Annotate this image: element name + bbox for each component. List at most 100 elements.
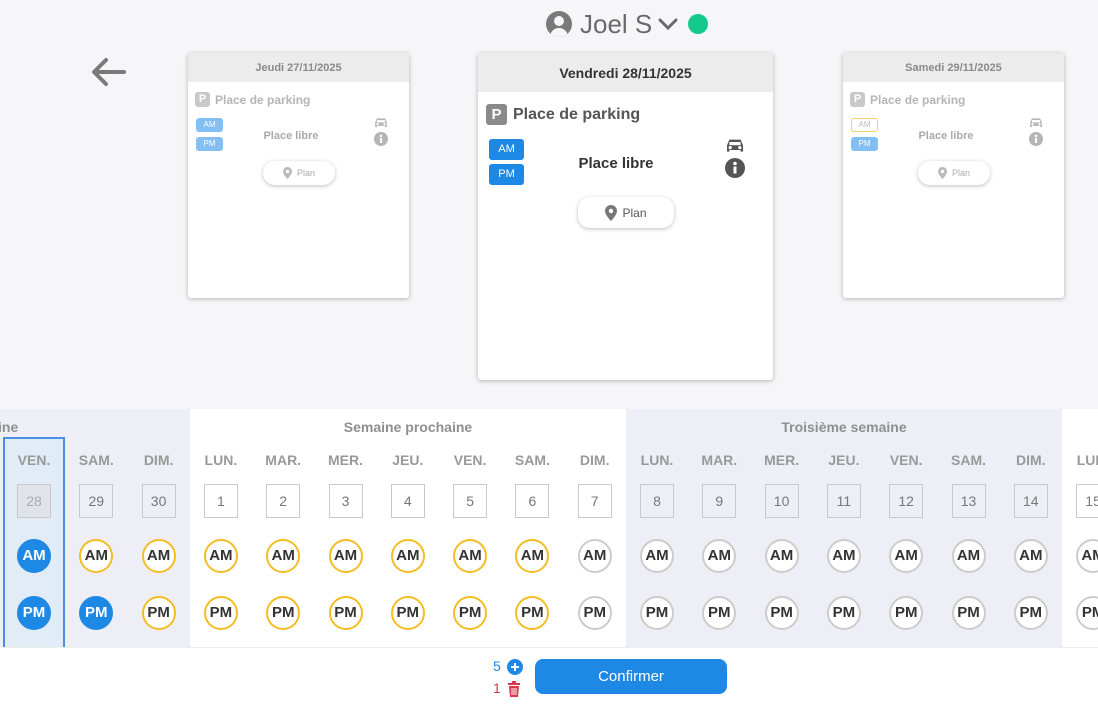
- day-column: MER. 3 AM PM: [315, 409, 377, 649]
- card-date: Jeudi 27/11/2025: [188, 53, 409, 82]
- car-icon: [727, 139, 743, 152]
- am-slot[interactable]: AM: [889, 539, 924, 573]
- plan-button[interactable]: Plan: [578, 197, 674, 228]
- am-slot[interactable]: AM: [764, 539, 799, 573]
- day-number[interactable]: 13: [951, 484, 986, 518]
- day-number[interactable]: 5: [453, 484, 488, 518]
- day-column: DIM. 7 AM PM: [564, 409, 626, 649]
- am-slot[interactable]: AM: [17, 539, 51, 573]
- pm-slot[interactable]: PM: [1076, 596, 1098, 630]
- parking-status: Place libre: [263, 130, 319, 142]
- week-label: ine: [0, 419, 19, 435]
- pm-slot[interactable]: PM: [17, 596, 51, 630]
- day-number[interactable]: 6: [515, 484, 550, 518]
- day-number[interactable]: 30: [141, 484, 176, 518]
- plan-button[interactable]: Plan: [918, 161, 990, 185]
- day-name: SAM.: [951, 452, 986, 468]
- pm-tag: PM: [489, 164, 524, 185]
- pm-slot[interactable]: PM: [951, 596, 986, 630]
- pm-slot[interactable]: PM: [203, 596, 238, 630]
- day-card-next[interactable]: Samedi 29/11/2025 P Place de parking AM P…: [843, 53, 1064, 298]
- am-slot[interactable]: AM: [702, 539, 737, 573]
- plus-circle-icon[interactable]: [507, 659, 523, 676]
- day-number[interactable]: 28: [17, 484, 51, 518]
- pm-slot[interactable]: PM: [141, 596, 176, 630]
- am-slot[interactable]: AM: [390, 539, 425, 573]
- pm-slot[interactable]: PM: [515, 596, 550, 630]
- pm-slot[interactable]: PM: [640, 596, 674, 630]
- parking-icon: P: [850, 92, 865, 107]
- am-slot[interactable]: AM: [266, 539, 301, 573]
- pm-slot[interactable]: PM: [702, 596, 737, 630]
- chevron-down-icon[interactable]: [658, 17, 678, 31]
- day-name: VEN.: [889, 452, 923, 468]
- am-slot[interactable]: AM: [1013, 539, 1048, 573]
- day-name: DIM.: [1016, 452, 1046, 468]
- trash-icon[interactable]: [507, 681, 521, 698]
- pm-slot[interactable]: PM: [826, 596, 861, 630]
- add-count[interactable]: 5: [493, 658, 523, 676]
- am-slot[interactable]: AM: [951, 539, 986, 573]
- day-name: SAM.: [514, 452, 550, 468]
- week-label: Troisième semaine: [781, 419, 907, 435]
- day-number[interactable]: 1: [203, 484, 238, 518]
- day-number[interactable]: 9: [702, 484, 737, 518]
- pm-tag: PM: [196, 137, 223, 151]
- day-number[interactable]: 29: [79, 484, 114, 518]
- am-slot[interactable]: AM: [203, 539, 238, 573]
- day-column: JEU. 4 AM PM: [377, 409, 439, 649]
- am-slot[interactable]: AM: [577, 539, 612, 573]
- day-number[interactable]: 4: [390, 484, 425, 518]
- pm-slot[interactable]: PM: [390, 596, 425, 630]
- day-number[interactable]: 2: [266, 484, 301, 518]
- plan-button[interactable]: Plan: [263, 161, 335, 185]
- am-tag: AM: [851, 118, 878, 132]
- am-slot[interactable]: AM: [826, 539, 861, 573]
- pm-slot[interactable]: PM: [266, 596, 301, 630]
- day-number[interactable]: 11: [826, 484, 861, 518]
- day-number[interactable]: 15: [1076, 484, 1098, 518]
- day-name: VEN.: [453, 452, 487, 468]
- day-name: VEN.: [17, 452, 51, 468]
- am-slot[interactable]: AM: [453, 539, 488, 573]
- day-number[interactable]: 10: [764, 484, 799, 518]
- info-icon[interactable]: [374, 132, 388, 146]
- day-number[interactable]: 3: [328, 484, 363, 518]
- day-number[interactable]: 14: [1013, 484, 1048, 518]
- day-column: DIM. 14 AM PM: [1000, 409, 1062, 649]
- day-name: SAM.: [78, 452, 114, 468]
- day-number[interactable]: 7: [577, 484, 612, 518]
- day-number[interactable]: 8: [640, 484, 674, 518]
- delete-count[interactable]: 1: [493, 680, 521, 698]
- am-slot[interactable]: AM: [1076, 539, 1098, 573]
- day-card-previous[interactable]: Jeudi 27/11/2025 P Place de parking AM PM…: [188, 53, 409, 298]
- day-column: DIM. 30 AM PM: [128, 409, 190, 649]
- am-slot[interactable]: AM: [79, 539, 114, 573]
- pm-slot[interactable]: PM: [577, 596, 612, 630]
- pm-slot[interactable]: PM: [764, 596, 799, 630]
- parking-label: P Place de parking: [195, 92, 310, 107]
- am-slot[interactable]: AM: [640, 539, 674, 573]
- calendar-strip[interactable]: ine Semaine prochaine Troisième semaine …: [0, 409, 1098, 649]
- user-menu[interactable]: Joel S: [546, 8, 709, 40]
- day-number[interactable]: 12: [889, 484, 924, 518]
- week-label: Semaine prochaine: [343, 419, 473, 435]
- pm-slot[interactable]: PM: [328, 596, 363, 630]
- back-arrow-icon[interactable]: [90, 56, 126, 88]
- car-icon: [1030, 118, 1042, 128]
- pm-slot[interactable]: PM: [889, 596, 924, 630]
- am-slot[interactable]: AM: [328, 539, 363, 573]
- confirm-button[interactable]: Confirmer: [535, 659, 727, 694]
- pm-slot[interactable]: PM: [79, 596, 114, 630]
- am-slot[interactable]: AM: [515, 539, 550, 573]
- pm-slot[interactable]: PM: [453, 596, 488, 630]
- info-icon[interactable]: [725, 158, 745, 178]
- day-card-current[interactable]: Vendredi 28/11/2025 P Place de parking AM…: [478, 53, 773, 380]
- pm-slot[interactable]: PM: [1013, 596, 1048, 630]
- day-column: MER. 10 AM PM: [751, 409, 813, 649]
- info-icon[interactable]: [1029, 132, 1043, 146]
- online-status-indicator: [688, 14, 709, 34]
- am-slot[interactable]: AM: [141, 539, 176, 573]
- day-name: DIM.: [579, 452, 610, 468]
- day-name: MAR.: [701, 452, 738, 468]
